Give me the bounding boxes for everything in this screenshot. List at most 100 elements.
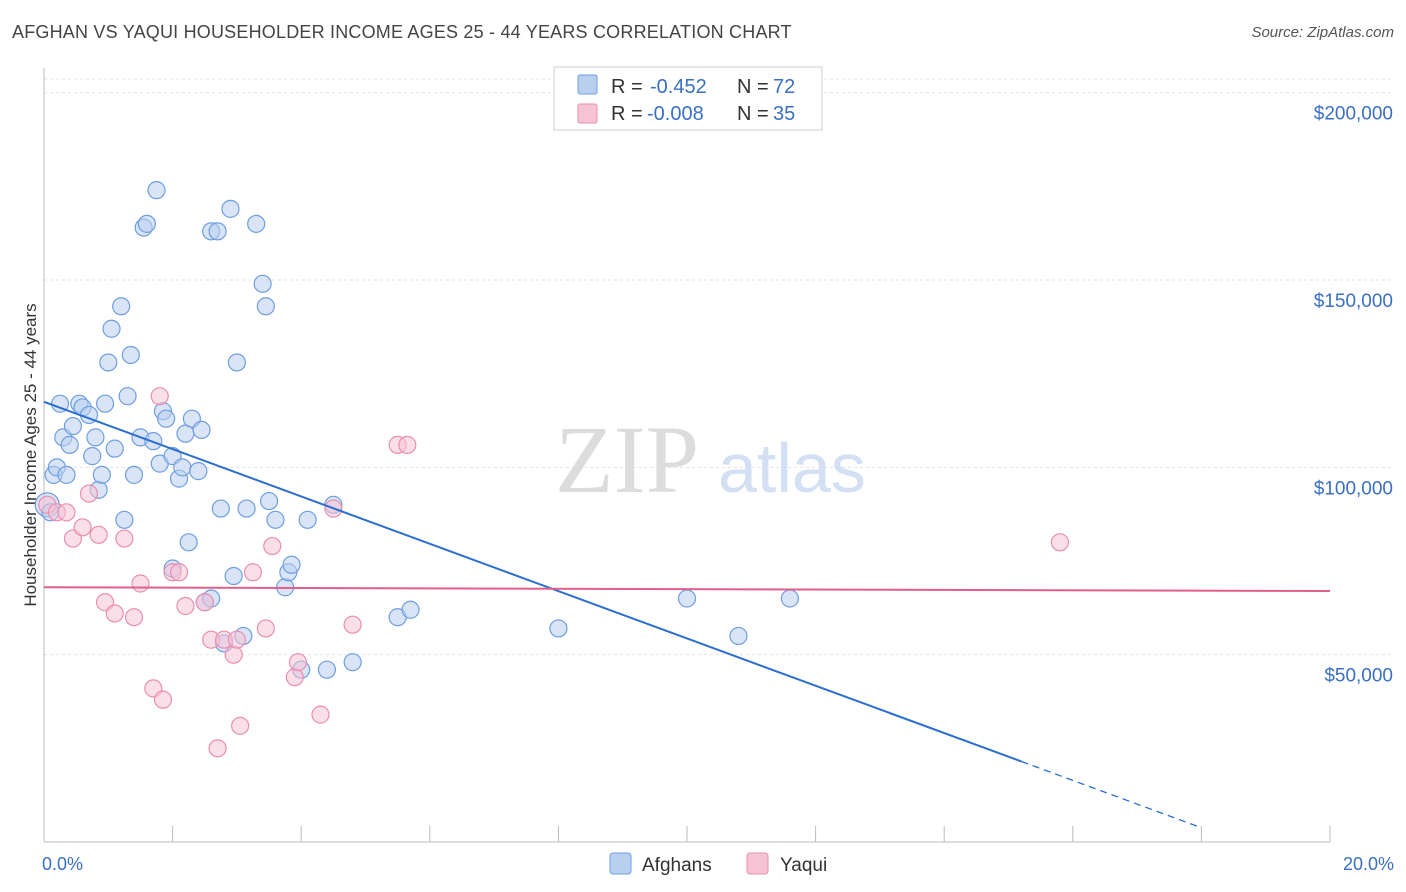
yaqui-point-16 [169, 563, 189, 582]
afghans-point-32 [157, 409, 176, 428]
yaqui-point-9 [115, 529, 134, 548]
afghans-point-23 [121, 345, 140, 365]
chart-title: AFGHAN VS YAQUI HOUSEHOLDER INCOME AGES … [12, 22, 792, 42]
yaqui-point-27 [263, 536, 282, 556]
y-tick-label-0: $50,000 [1324, 666, 1393, 687]
yaqui-point-17 [176, 596, 195, 616]
yaqui-point-2 [57, 503, 76, 522]
afghans-point-67 [401, 600, 420, 619]
y-tick-label-2: $150,000 [1314, 291, 1393, 312]
yaqui-point-23 [227, 630, 246, 649]
trend-lines [43, 400, 1331, 829]
afghans-point-54 [253, 274, 272, 293]
source-credit: Source: ZipAtlas.com [1251, 24, 1394, 41]
legend-n-label-yaqui: N = [737, 103, 769, 125]
watermark-zip: ZIP [555, 406, 699, 513]
afghans-point-19 [105, 439, 124, 458]
afghans-trend-line [43, 400, 1022, 763]
yaqui-point-35 [1050, 533, 1070, 552]
afghans-point-71 [780, 589, 799, 608]
watermark: ZIP atlas [555, 406, 866, 513]
y-axis-label: Householder Income Ages 25 - 44 years [21, 303, 40, 606]
yaqui-point-20 [208, 739, 227, 758]
yaqui-point-34 [398, 435, 417, 454]
afghans-point-68 [549, 619, 568, 638]
data-points [34, 181, 1070, 758]
afghans-point-12 [83, 447, 102, 466]
afghans-point-38 [179, 533, 198, 552]
legend-n-label-afghans: N = [737, 76, 769, 98]
series-legend-label-yaqui: Yaqui [780, 855, 827, 876]
series-legend: Afghans Yaqui [609, 852, 827, 876]
yaqui-point-24 [231, 716, 250, 735]
y-tick-labels: $50,000 $100,000 $150,000 $200,000 [1314, 104, 1393, 687]
legend-r-label-afghans: R = [611, 76, 643, 98]
yaqui-point-13 [150, 387, 169, 406]
yaqui-point-5 [79, 484, 99, 503]
afghans-point-6 [57, 465, 76, 484]
afghans-point-22 [118, 387, 137, 406]
afghans-point-63 [317, 660, 337, 679]
afghans-point-56 [259, 491, 279, 511]
afghans-point-17 [99, 353, 118, 372]
series-legend-swatch-yaqui [746, 852, 769, 875]
yaqui-point-32 [343, 615, 362, 634]
legend-r-value-afghans: -0.452 [650, 76, 707, 98]
yaqui-point-26 [256, 619, 275, 638]
yaqui-point-22 [224, 645, 243, 664]
x-tick-label-1: 20.0% [1343, 854, 1394, 874]
legend-r-value-yaqui: -0.008 [647, 103, 704, 125]
yaqui-point-14 [153, 690, 173, 709]
x-tick-labels: 0.0% 20.0% [42, 854, 1394, 874]
afghans-point-36 [173, 458, 192, 477]
afghans-point-46 [211, 499, 230, 518]
afghans-point-60 [282, 555, 301, 574]
afghans-point-45 [208, 222, 227, 241]
afghans-point-21 [115, 510, 134, 529]
y-tick-label-1: $100,000 [1314, 478, 1393, 499]
afghans-point-24 [124, 465, 144, 484]
afghans-trend-extension [1021, 760, 1202, 829]
legend-swatch-yaqui [577, 103, 598, 124]
legend-n-value-afghans: 72 [773, 76, 795, 98]
yaqui-point-30 [311, 705, 330, 724]
afghans-point-50 [227, 353, 246, 372]
afghans-point-49 [224, 566, 243, 586]
yaqui-point-11 [131, 574, 150, 593]
watermark-atlas: atlas [718, 429, 866, 507]
axes [43, 68, 1331, 843]
afghans-point-52 [237, 499, 256, 518]
afghans-point-69 [677, 589, 697, 608]
stats-legend: R = -0.452 N = 72 R = -0.008 N = 35 [553, 66, 823, 131]
afghans-point-65 [343, 653, 362, 672]
legend-n-value-yaqui: 35 [773, 103, 795, 125]
afghans-point-29 [147, 181, 166, 200]
afghans-point-7 [60, 435, 79, 454]
y-tick-label-3: $200,000 [1314, 104, 1393, 125]
yaqui-point-4 [73, 518, 92, 537]
afghans-point-8 [63, 417, 83, 436]
yaqui-point-6 [89, 525, 108, 544]
afghans-point-57 [266, 510, 285, 529]
yaqui-point-29 [288, 653, 308, 672]
legend-swatch-afghans [577, 74, 598, 95]
yaqui-trend-line [43, 586, 1331, 592]
afghans-point-13 [86, 428, 105, 447]
legend-r-label-yaqui: R = [611, 103, 643, 125]
afghans-point-27 [137, 214, 156, 233]
afghans-point-40 [189, 462, 208, 481]
stats-legend-box [553, 66, 823, 131]
yaqui-point-25 [243, 563, 263, 582]
afghans-point-18 [102, 319, 121, 338]
afghans-point-16 [95, 394, 115, 413]
afghans-point-55 [256, 297, 275, 316]
afghans-point-62 [298, 510, 317, 529]
series-legend-swatch-afghans [609, 852, 632, 875]
yaqui-point-10 [124, 608, 144, 627]
series-legend-label-afghans: Afghans [642, 855, 712, 876]
yaqui-point-8 [105, 604, 124, 623]
afghans-point-15 [92, 465, 111, 484]
afghans-point-48 [221, 199, 240, 218]
afghans-point-41 [192, 420, 211, 440]
